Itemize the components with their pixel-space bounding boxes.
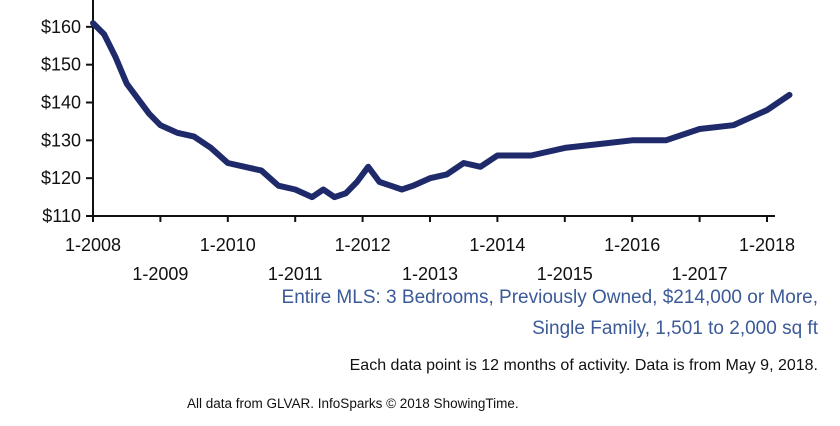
data-point xyxy=(292,187,298,192)
source-note: All data from GLVAR. InfoSparks © 2018 S… xyxy=(187,396,519,411)
data-point xyxy=(157,122,163,128)
y-tick-label: $140 xyxy=(41,93,81,113)
data-point xyxy=(596,141,601,147)
data-point xyxy=(787,92,792,98)
data-point xyxy=(562,145,568,151)
data-point xyxy=(376,179,382,185)
x-tick-label: 1-2011 xyxy=(268,264,323,284)
data-point xyxy=(494,153,500,158)
x-tick-label: 1-2015 xyxy=(537,264,593,284)
data-point xyxy=(663,137,669,143)
data-point xyxy=(764,107,770,113)
data-point xyxy=(343,190,349,196)
data-point xyxy=(275,183,281,189)
data-point xyxy=(208,145,214,151)
data-point xyxy=(191,134,197,140)
filter-subtitle-line2: Single Family, 1,501 to 2,000 sq ft xyxy=(532,318,818,339)
y-tick-label: $150 xyxy=(41,55,81,75)
data-point xyxy=(225,160,231,166)
data-point xyxy=(309,194,315,200)
data-point xyxy=(174,130,180,136)
data-point xyxy=(461,160,467,166)
median-price-series-line xyxy=(90,20,793,201)
x-tick-label: 1-2012 xyxy=(335,235,391,255)
data-point xyxy=(135,96,141,102)
y-axis: $110$120$130$140$150$160$170 xyxy=(41,0,94,226)
data-point xyxy=(90,20,96,26)
data-note: Each data point is 12 months of activity… xyxy=(349,357,818,374)
data-point xyxy=(444,171,450,177)
x-axis: 1-2008 1-2009 1-2010 1-2011 1-2012 1-2013 1-20… xyxy=(65,215,795,284)
price-line-chart: $110$120$130$140$150$160$170 1-20081-200… xyxy=(41,0,795,284)
y-tick-label: $160 xyxy=(41,17,81,37)
x-tick-label: 1-2009 xyxy=(132,264,188,284)
x-tick-label: 1-2010 xyxy=(200,235,256,255)
data-point xyxy=(242,164,248,170)
y-tick-label: $120 xyxy=(41,168,81,188)
filter-subtitle-line1: Entire MLS: 3 Bedrooms, Previously Owned… xyxy=(281,287,818,308)
x-tick-label: 1-2018 xyxy=(739,235,795,255)
data-point xyxy=(146,111,152,117)
data-point xyxy=(478,164,483,170)
data-point xyxy=(427,175,433,181)
data-point xyxy=(410,183,416,189)
x-tick-label: 1-2008 xyxy=(65,235,121,255)
data-point xyxy=(354,179,360,185)
x-tick-label: 1-2014 xyxy=(469,235,525,255)
data-point xyxy=(629,137,635,143)
data-point xyxy=(113,54,118,60)
data-point xyxy=(124,81,130,87)
y-tick-label: $130 xyxy=(41,130,81,150)
data-point xyxy=(101,31,107,37)
y-tick-label: $110 xyxy=(42,206,81,226)
data-point xyxy=(332,194,337,200)
data-point xyxy=(320,187,326,192)
data-point xyxy=(528,153,534,158)
x-tick-label: 1-2017 xyxy=(672,264,728,284)
x-tick-label: 1-2016 xyxy=(604,235,660,255)
data-point xyxy=(730,122,736,128)
data-point xyxy=(399,187,405,192)
x-tick-label: 1-2013 xyxy=(402,264,458,284)
data-point xyxy=(365,164,371,170)
data-point xyxy=(697,126,703,132)
series-group xyxy=(90,20,793,201)
data-point xyxy=(388,183,394,189)
data-point xyxy=(259,168,264,174)
